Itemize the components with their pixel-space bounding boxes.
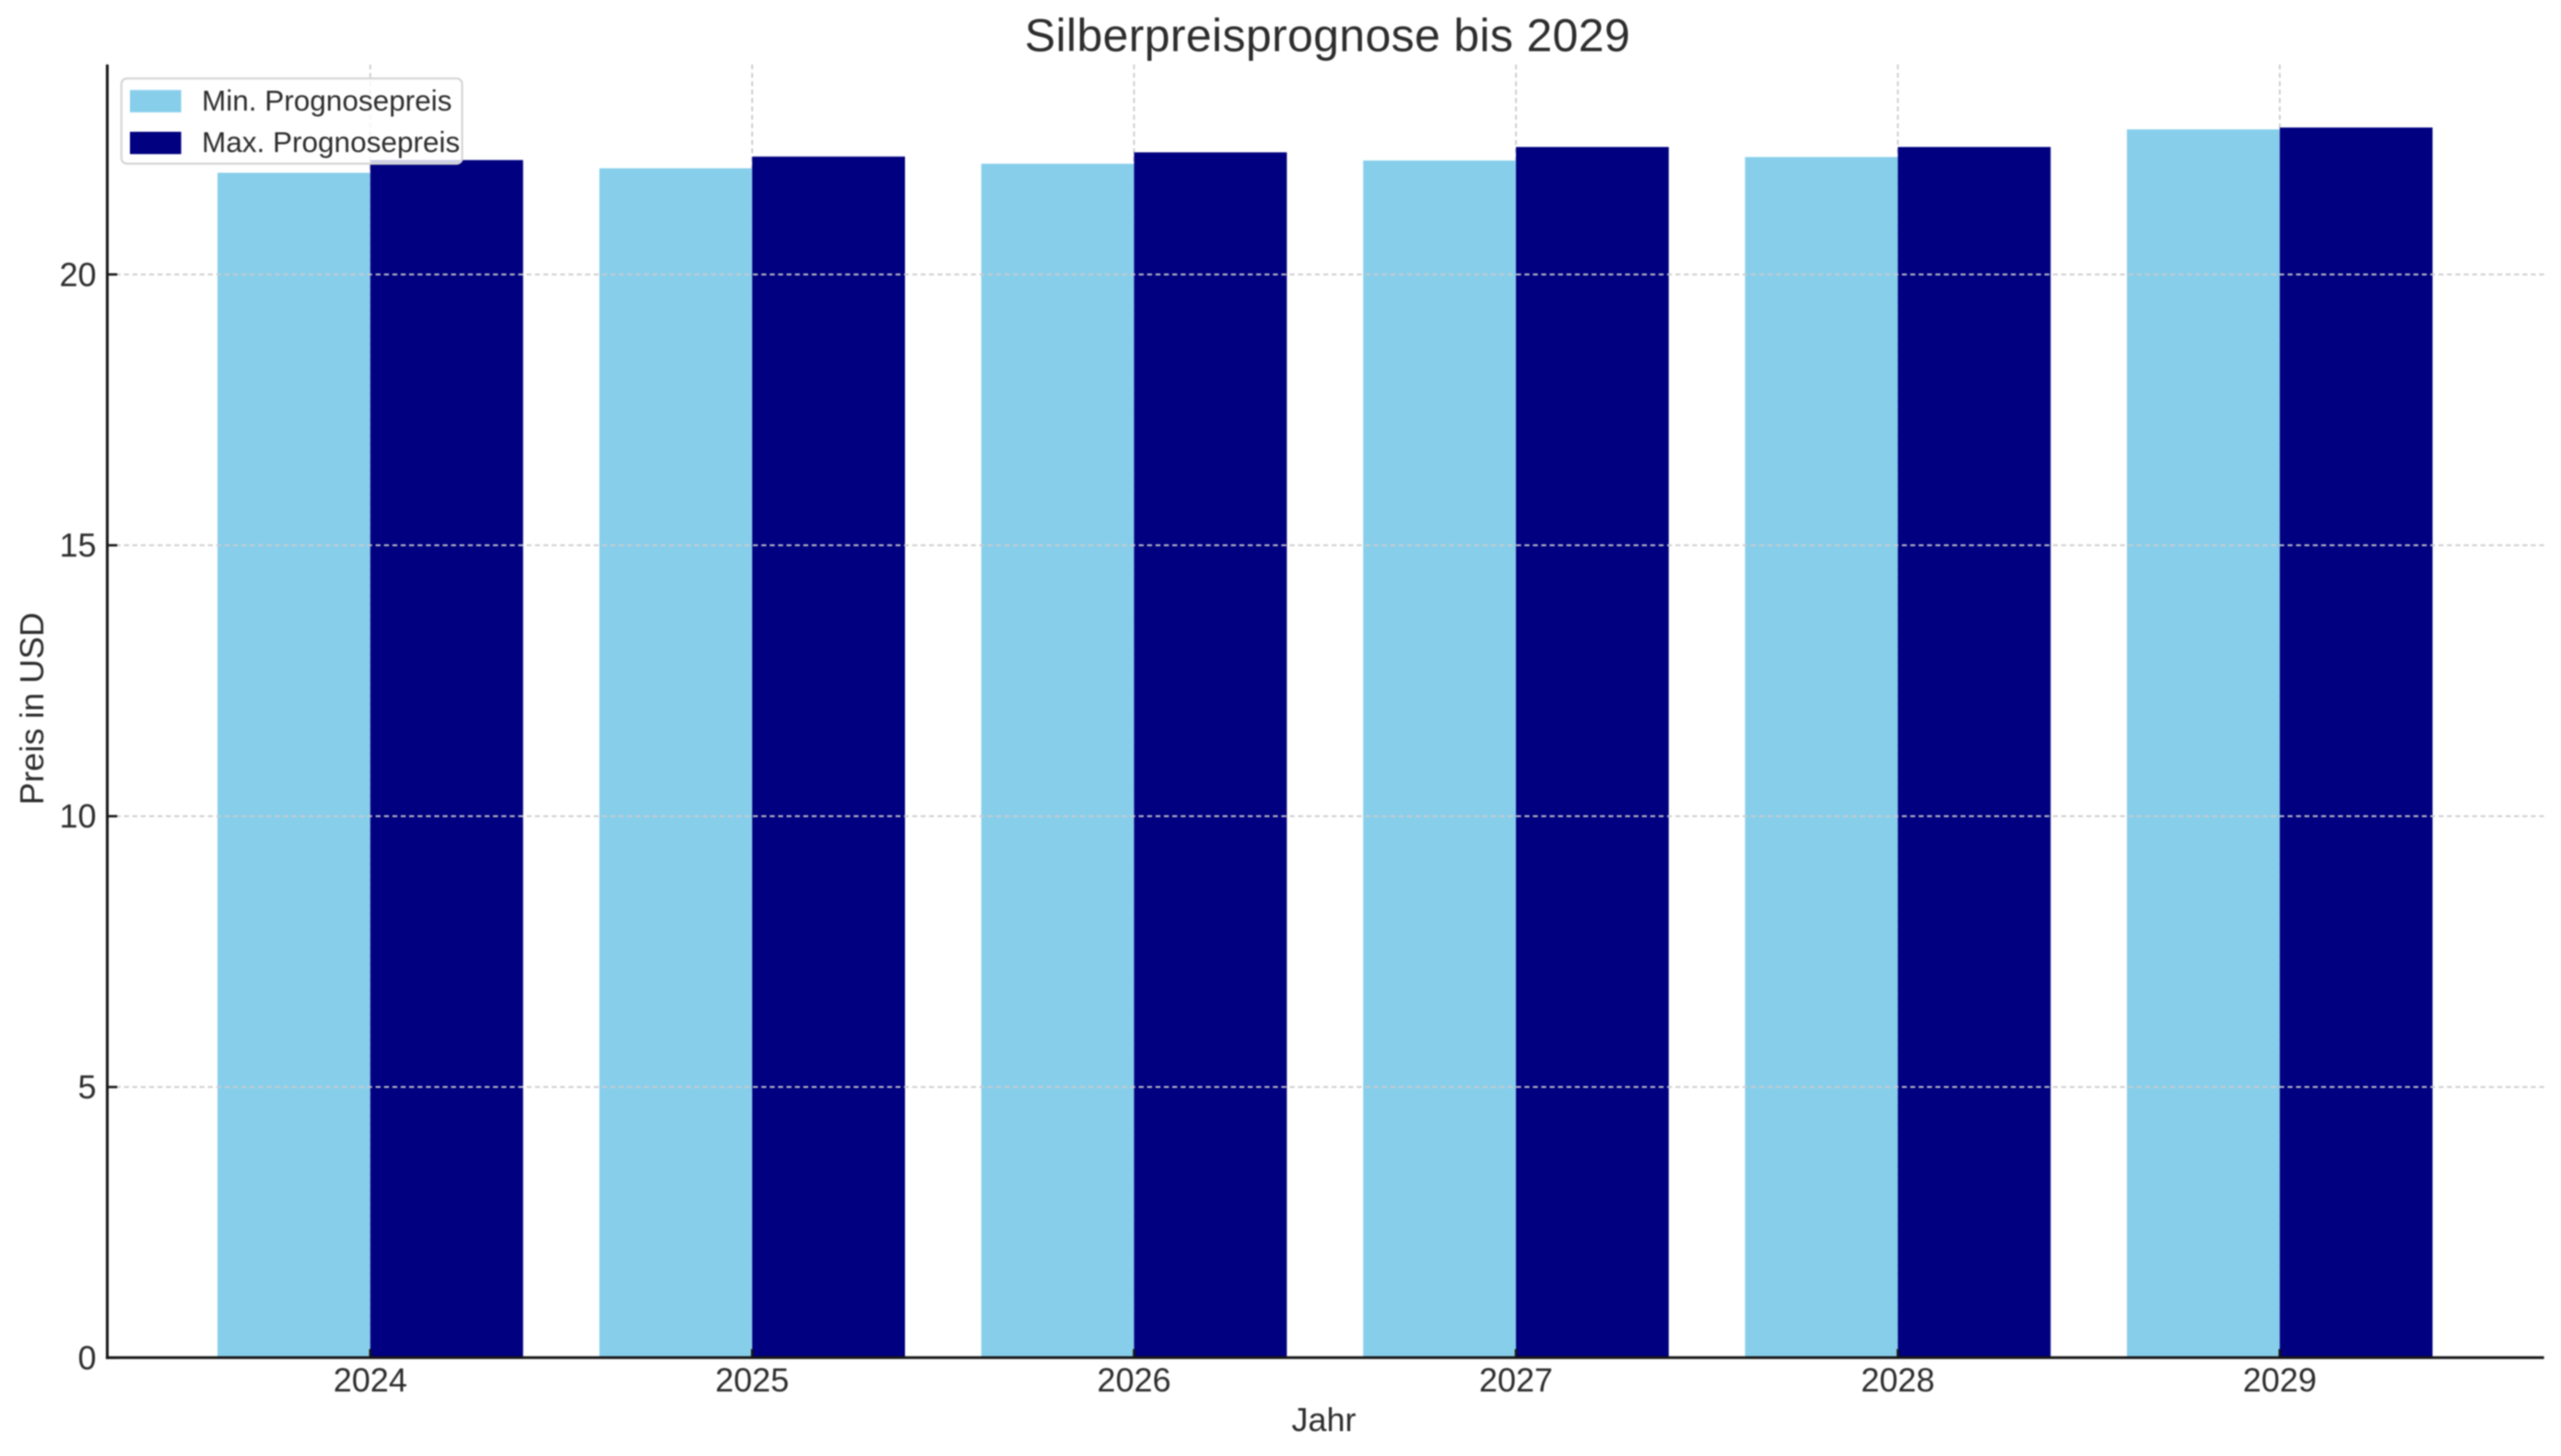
svg-text:Min. Prognosepreis: Min. Prognosepreis	[202, 84, 452, 117]
svg-text:2029: 2029	[2243, 1361, 2317, 1399]
svg-text:20: 20	[59, 255, 96, 293]
svg-text:2024: 2024	[334, 1361, 407, 1399]
svg-text:2027: 2027	[1479, 1361, 1553, 1399]
svg-text:5: 5	[77, 1068, 96, 1106]
svg-text:2028: 2028	[1861, 1361, 1934, 1399]
svg-text:Silberpreisprognose bis 2029: Silberpreisprognose bis 2029	[1025, 9, 1630, 61]
svg-text:2026: 2026	[1098, 1361, 1171, 1399]
svg-text:Max. Prognosepreis: Max. Prognosepreis	[202, 125, 460, 159]
svg-text:Preis in USD: Preis in USD	[13, 613, 51, 805]
svg-text:0: 0	[77, 1339, 96, 1377]
svg-text:2025: 2025	[715, 1361, 789, 1399]
svg-text:10: 10	[59, 797, 96, 835]
svg-text:Jahr: Jahr	[1291, 1401, 1356, 1438]
svg-text:15: 15	[59, 526, 96, 564]
